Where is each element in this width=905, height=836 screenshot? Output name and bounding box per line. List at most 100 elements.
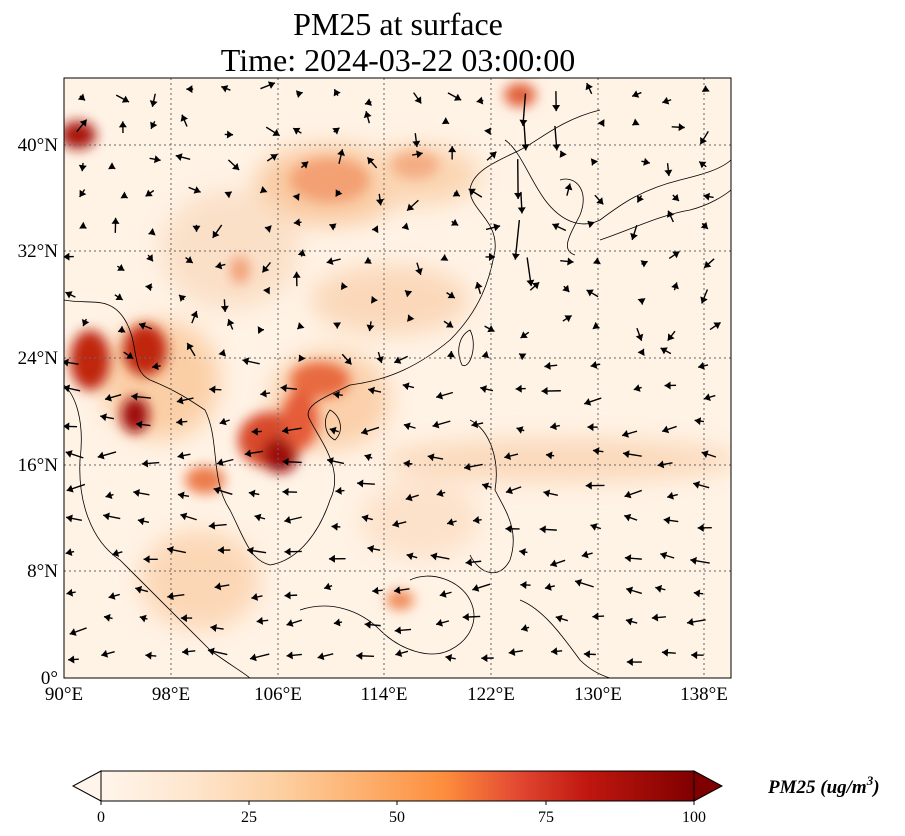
wind-arrow-head (515, 384, 522, 393)
wind-arrow-head (335, 189, 343, 197)
map-time: Time: 2024-03-22 03:00:00 (220, 42, 576, 78)
wind-arrow-head (177, 491, 185, 500)
wind-arrow-head (297, 322, 305, 330)
wind-arrow-head (364, 98, 372, 106)
wind-arrow-head (403, 459, 411, 468)
wind-arrow-head (167, 592, 174, 601)
wind-arrow-head (657, 460, 665, 469)
wind-arrow-head (412, 140, 421, 148)
wind-arrow-head (66, 484, 74, 493)
wind-arrow-head (193, 186, 201, 194)
wind-arrow-head (392, 519, 400, 528)
wind-arrow-head (394, 356, 402, 364)
wind-arrow-head (592, 447, 600, 456)
x-tick: 114°E (361, 684, 408, 705)
wind-arrow-head (693, 481, 701, 489)
wind-arrow-head (264, 225, 272, 233)
wind-arrow-head (505, 524, 512, 533)
wind-arrow-head (244, 449, 252, 458)
wind-arrow-head (153, 155, 161, 164)
gridlines (64, 78, 731, 678)
x-tick: 90°E (45, 684, 83, 705)
wind-arrow-head (133, 489, 140, 497)
wind-arrow-head (562, 284, 570, 292)
wind-arrow-head (624, 513, 632, 522)
wind-arrow-head (213, 486, 221, 495)
pm25-field (64, 78, 731, 678)
wind-arrow-head (671, 193, 679, 202)
wind-arrow-head (550, 422, 557, 431)
wind-arrow-head (117, 264, 125, 271)
wind-arrow-head (402, 222, 409, 231)
wind-arrow-head (468, 188, 476, 196)
wind-arrow-head (292, 193, 300, 201)
wind-arrow-head (226, 130, 234, 139)
wind-arrow-head (487, 325, 495, 333)
wind-arrow-head (661, 648, 669, 657)
wind-arrow-head (149, 100, 158, 107)
wind-arrow-head (575, 579, 583, 587)
wind-arrow-head (482, 482, 490, 491)
wind-arrow-head (493, 223, 501, 232)
wind-arrow-head (221, 85, 229, 93)
wind-arrow-head (637, 298, 646, 305)
wind-arrow-head (177, 451, 185, 460)
y-tick: 32°N (18, 241, 59, 262)
wind-arrow-head (448, 146, 457, 153)
wind-arrow-head (636, 195, 644, 203)
wind-arrow-head (219, 417, 227, 426)
wind-arrow-head (678, 123, 685, 132)
wind-arrow-head (474, 282, 483, 289)
wind-arrow-head (260, 389, 267, 398)
wind-arrow-head (267, 81, 275, 89)
wind-arrow-head (218, 349, 227, 357)
wind-arrow-head (517, 207, 526, 214)
wind-arrow-head (208, 521, 216, 530)
wind-arrow-head (186, 85, 193, 94)
wind-arrow-head (146, 254, 153, 262)
wind-arrow-head (452, 189, 460, 197)
wind-arrow-head (440, 254, 449, 261)
wind-arrow-head (697, 523, 704, 532)
wind-arrow-head (270, 154, 278, 161)
wind-arrow-head (660, 347, 668, 355)
wind-arrow-head (660, 551, 668, 560)
wind-arrow-head (232, 163, 240, 171)
wind-arrow-head (65, 548, 73, 557)
wind-arrow-head (364, 620, 371, 629)
wind-arrow-head (135, 420, 143, 429)
wind-arrow-head (297, 249, 306, 257)
wind-arrow-head (135, 585, 143, 594)
wind-arrow-head (254, 513, 262, 522)
wind-arrow-head (105, 393, 112, 402)
wind-arrow-head (663, 516, 671, 525)
wind-arrow-head (328, 554, 335, 563)
wind-arrow-head (464, 462, 471, 471)
wind-arrow-head (371, 295, 378, 304)
wind-arrow-head (632, 118, 640, 126)
wind-arrow-head (520, 580, 527, 589)
wind-arrow-head (251, 427, 258, 436)
y-tick: 40°N (18, 135, 59, 156)
wind-arrow-head (272, 129, 280, 136)
wind-arrow-head (559, 150, 567, 158)
wind-arrow-head (131, 392, 138, 401)
wind-arrow-head (544, 582, 552, 591)
wind-arrow-head (445, 654, 453, 662)
wind-arrow-head (372, 225, 379, 234)
wind-arrow-head (78, 164, 87, 172)
wind-arrow-head (77, 93, 86, 101)
wind-arrow-head (687, 618, 694, 626)
wind-arrow-head (623, 450, 630, 459)
wind-arrow-head (552, 105, 561, 112)
wind-arrow-head (214, 582, 222, 591)
wind-arrow-head (405, 290, 413, 298)
colorbar-tick: 75 (538, 809, 554, 826)
wind-arrow-head (364, 453, 372, 462)
wind-arrow-head (471, 420, 479, 429)
wind-arrow-head (690, 556, 697, 565)
y-tick: 8°N (27, 561, 58, 582)
wind-arrow-head (361, 427, 369, 436)
wind-arrow-head (179, 294, 187, 302)
colorbar-tick: 0 (97, 809, 105, 826)
